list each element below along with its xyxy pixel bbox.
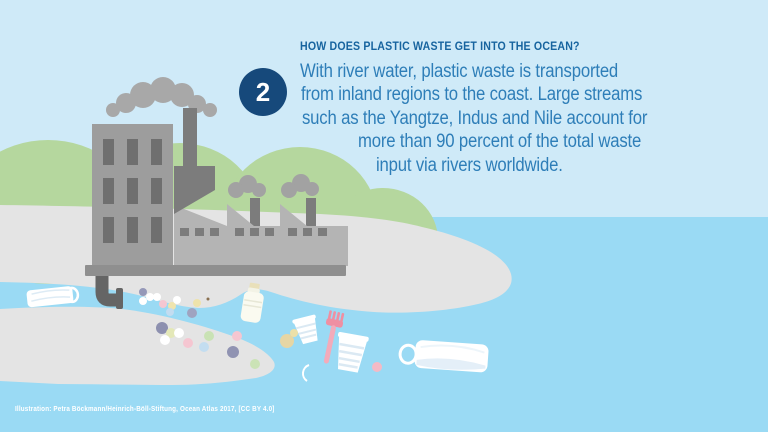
small-chimney-left: [250, 198, 260, 226]
body-line: such as the Yangtze, Indus and Nile acco…: [302, 108, 648, 129]
smoke-cloud-left: [228, 175, 266, 198]
discharge-pipe: [95, 276, 123, 309]
face-mask-right: [398, 340, 489, 373]
smoke-cloud-main: [106, 77, 217, 117]
small-chimney-right: [306, 198, 316, 226]
body-line: more than 90 percent of the total waste: [358, 131, 642, 152]
step-badge: 2: [239, 68, 287, 116]
factory-dark-roof: [174, 166, 215, 214]
body-line: from inland regions to the coast. Large …: [301, 84, 643, 105]
heading-kicker: HOW DOES PLASTIC WASTE GET INTO THE OCEA…: [300, 41, 580, 53]
plastic-ring: [302, 364, 310, 382]
body-line: input via rivers worldwide.: [376, 155, 563, 176]
factory-foundation: [85, 265, 346, 276]
hall-windows: [180, 228, 327, 236]
factory-hall: [174, 204, 348, 266]
plastic-cup-large: [337, 332, 369, 373]
step-number: 2: [255, 76, 271, 107]
main-chimney: [183, 108, 197, 169]
plastic-bottle: [240, 282, 264, 323]
plastic-cup-small: [292, 314, 318, 345]
sandbank-spit: [0, 306, 275, 385]
face-mask-left: [26, 286, 80, 308]
tower-windows: [103, 139, 162, 243]
smoke-cloud-right: [281, 174, 319, 198]
factory: [85, 77, 348, 309]
plastic-fork: [323, 310, 345, 364]
body-line: With river water, plastic waste is trans…: [300, 61, 619, 82]
plastic-particles: [139, 288, 382, 372]
credit-line: Illustration: Petra Böckmann/Heinrich-Bö…: [15, 404, 275, 413]
